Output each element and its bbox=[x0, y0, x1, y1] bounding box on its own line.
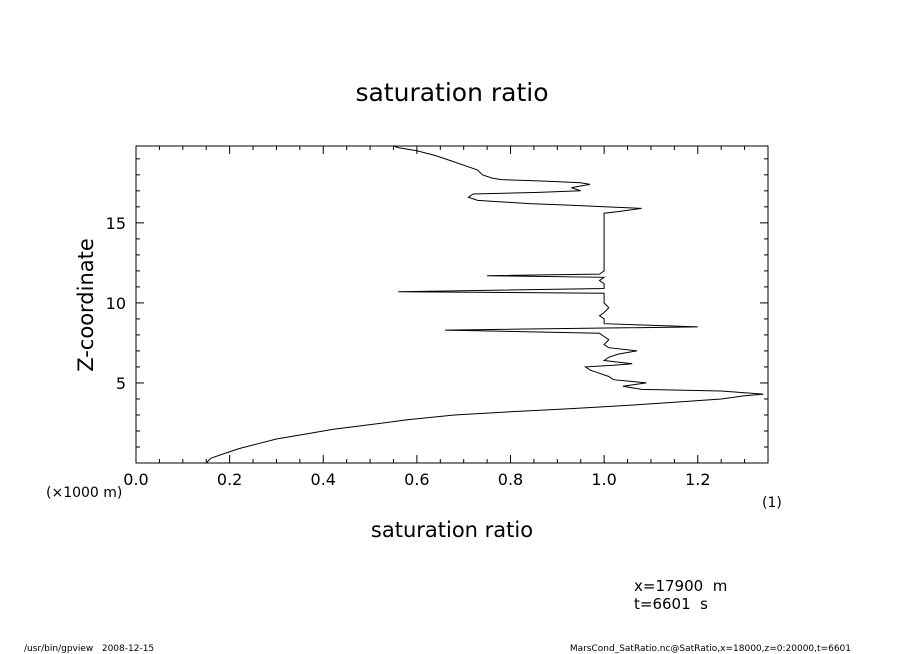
y-axis-label: Z-coordinate bbox=[74, 238, 98, 372]
time-annotation: t=6601 s bbox=[634, 595, 708, 613]
plot-frame bbox=[135, 145, 769, 464]
x-tick-label: 0.0 bbox=[123, 470, 148, 489]
series-line bbox=[205, 145, 764, 464]
y-tick-label: 5 bbox=[116, 374, 126, 393]
chart-title: saturation ratio bbox=[355, 78, 548, 107]
y-tick-label: 10 bbox=[106, 294, 126, 313]
x-axis-tick-labels: 0.0 0.2 0.4 0.6 0.8 1.0 1.2 bbox=[123, 470, 710, 489]
x-tick-label: 0.4 bbox=[311, 470, 336, 489]
x-axis-label: saturation ratio bbox=[371, 518, 533, 542]
y-unit-note: (×1000 m) bbox=[46, 485, 122, 501]
y-axis-ticks bbox=[136, 158, 768, 448]
x-tick-label: 1.2 bbox=[685, 470, 710, 489]
footer-left: /usr/bin/gpview 2008-12-15 bbox=[24, 644, 154, 654]
x-tick-label: 0.8 bbox=[498, 470, 523, 489]
x-tick-label: 0.2 bbox=[217, 470, 242, 489]
x-tick-label: 1.0 bbox=[591, 470, 616, 489]
y-axis-tick-labels: 5 10 15 bbox=[106, 214, 126, 393]
x-axis-ticks bbox=[135, 146, 769, 463]
x-unit-note: (1) bbox=[762, 495, 782, 511]
footer-right: MarsCond_SatRatio.nc@SatRatio,x=18000,z=… bbox=[570, 644, 851, 654]
y-tick-label: 15 bbox=[106, 214, 126, 233]
x-tick-label: 0.6 bbox=[404, 470, 429, 489]
position-annotation: x=17900 m bbox=[634, 577, 727, 595]
